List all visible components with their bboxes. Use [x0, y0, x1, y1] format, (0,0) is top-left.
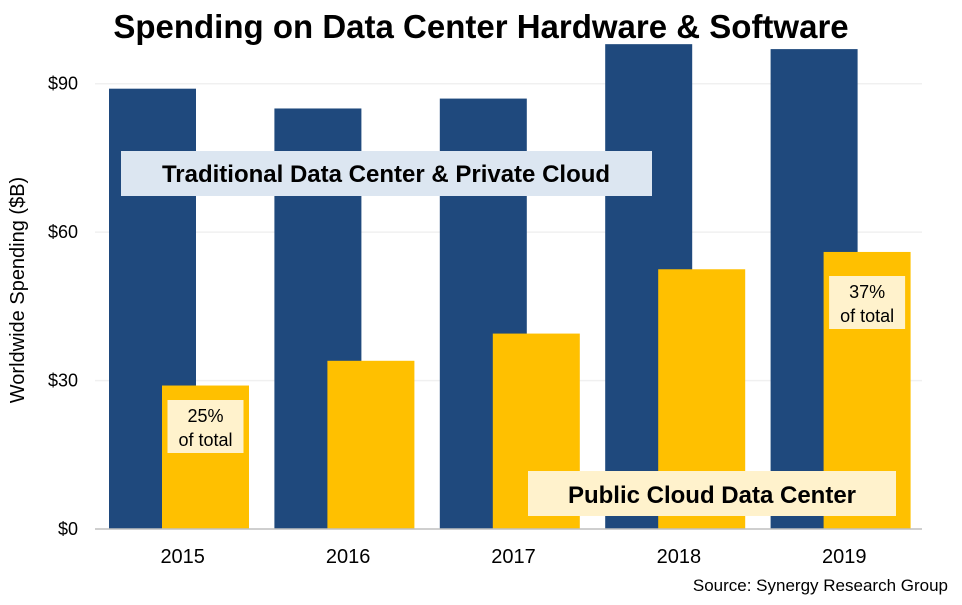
series-label: Traditional Data Center & Private Cloud — [162, 161, 610, 188]
source-note: Source: Synergy Research Group — [692, 576, 948, 595]
annotation-box — [829, 276, 906, 329]
bars — [109, 44, 911, 530]
annotations: 25% of total 37% of total — [167, 276, 906, 453]
series-label-box — [528, 471, 896, 516]
bar — [327, 360, 415, 529]
series-label-box — [121, 151, 652, 196]
x-tick-label: 2017 — [491, 546, 536, 568]
annotation-of-total: of total — [178, 430, 232, 450]
y-axis-title: Worldwide Spending ($B) — [7, 177, 29, 403]
y-tick-label: $90 — [48, 74, 78, 94]
y-tick-label: $60 — [48, 222, 78, 242]
y-tick-label: $30 — [48, 371, 78, 391]
tick-labels: $0 $30 $60 $90 2015 2016 2017 2018 2019 — [48, 74, 867, 568]
y-tick-label: $0 — [58, 519, 78, 539]
annotation-of-total: of total — [840, 306, 894, 326]
series-labels: Traditional Data Center & Private Cloud P… — [121, 151, 896, 516]
annotation-box — [167, 400, 244, 453]
annotation-percent: 25% — [187, 406, 223, 426]
chart-title: Spending on Data Center Hardware & Softw… — [113, 8, 849, 45]
x-tick-label: 2016 — [326, 546, 371, 568]
annotation-percent: 37% — [849, 282, 885, 302]
x-tick-label: 2019 — [822, 546, 867, 568]
x-tick-label: 2018 — [657, 546, 702, 568]
series-label: Public Cloud Data Center — [568, 482, 856, 509]
x-tick-label: 2015 — [160, 546, 205, 568]
